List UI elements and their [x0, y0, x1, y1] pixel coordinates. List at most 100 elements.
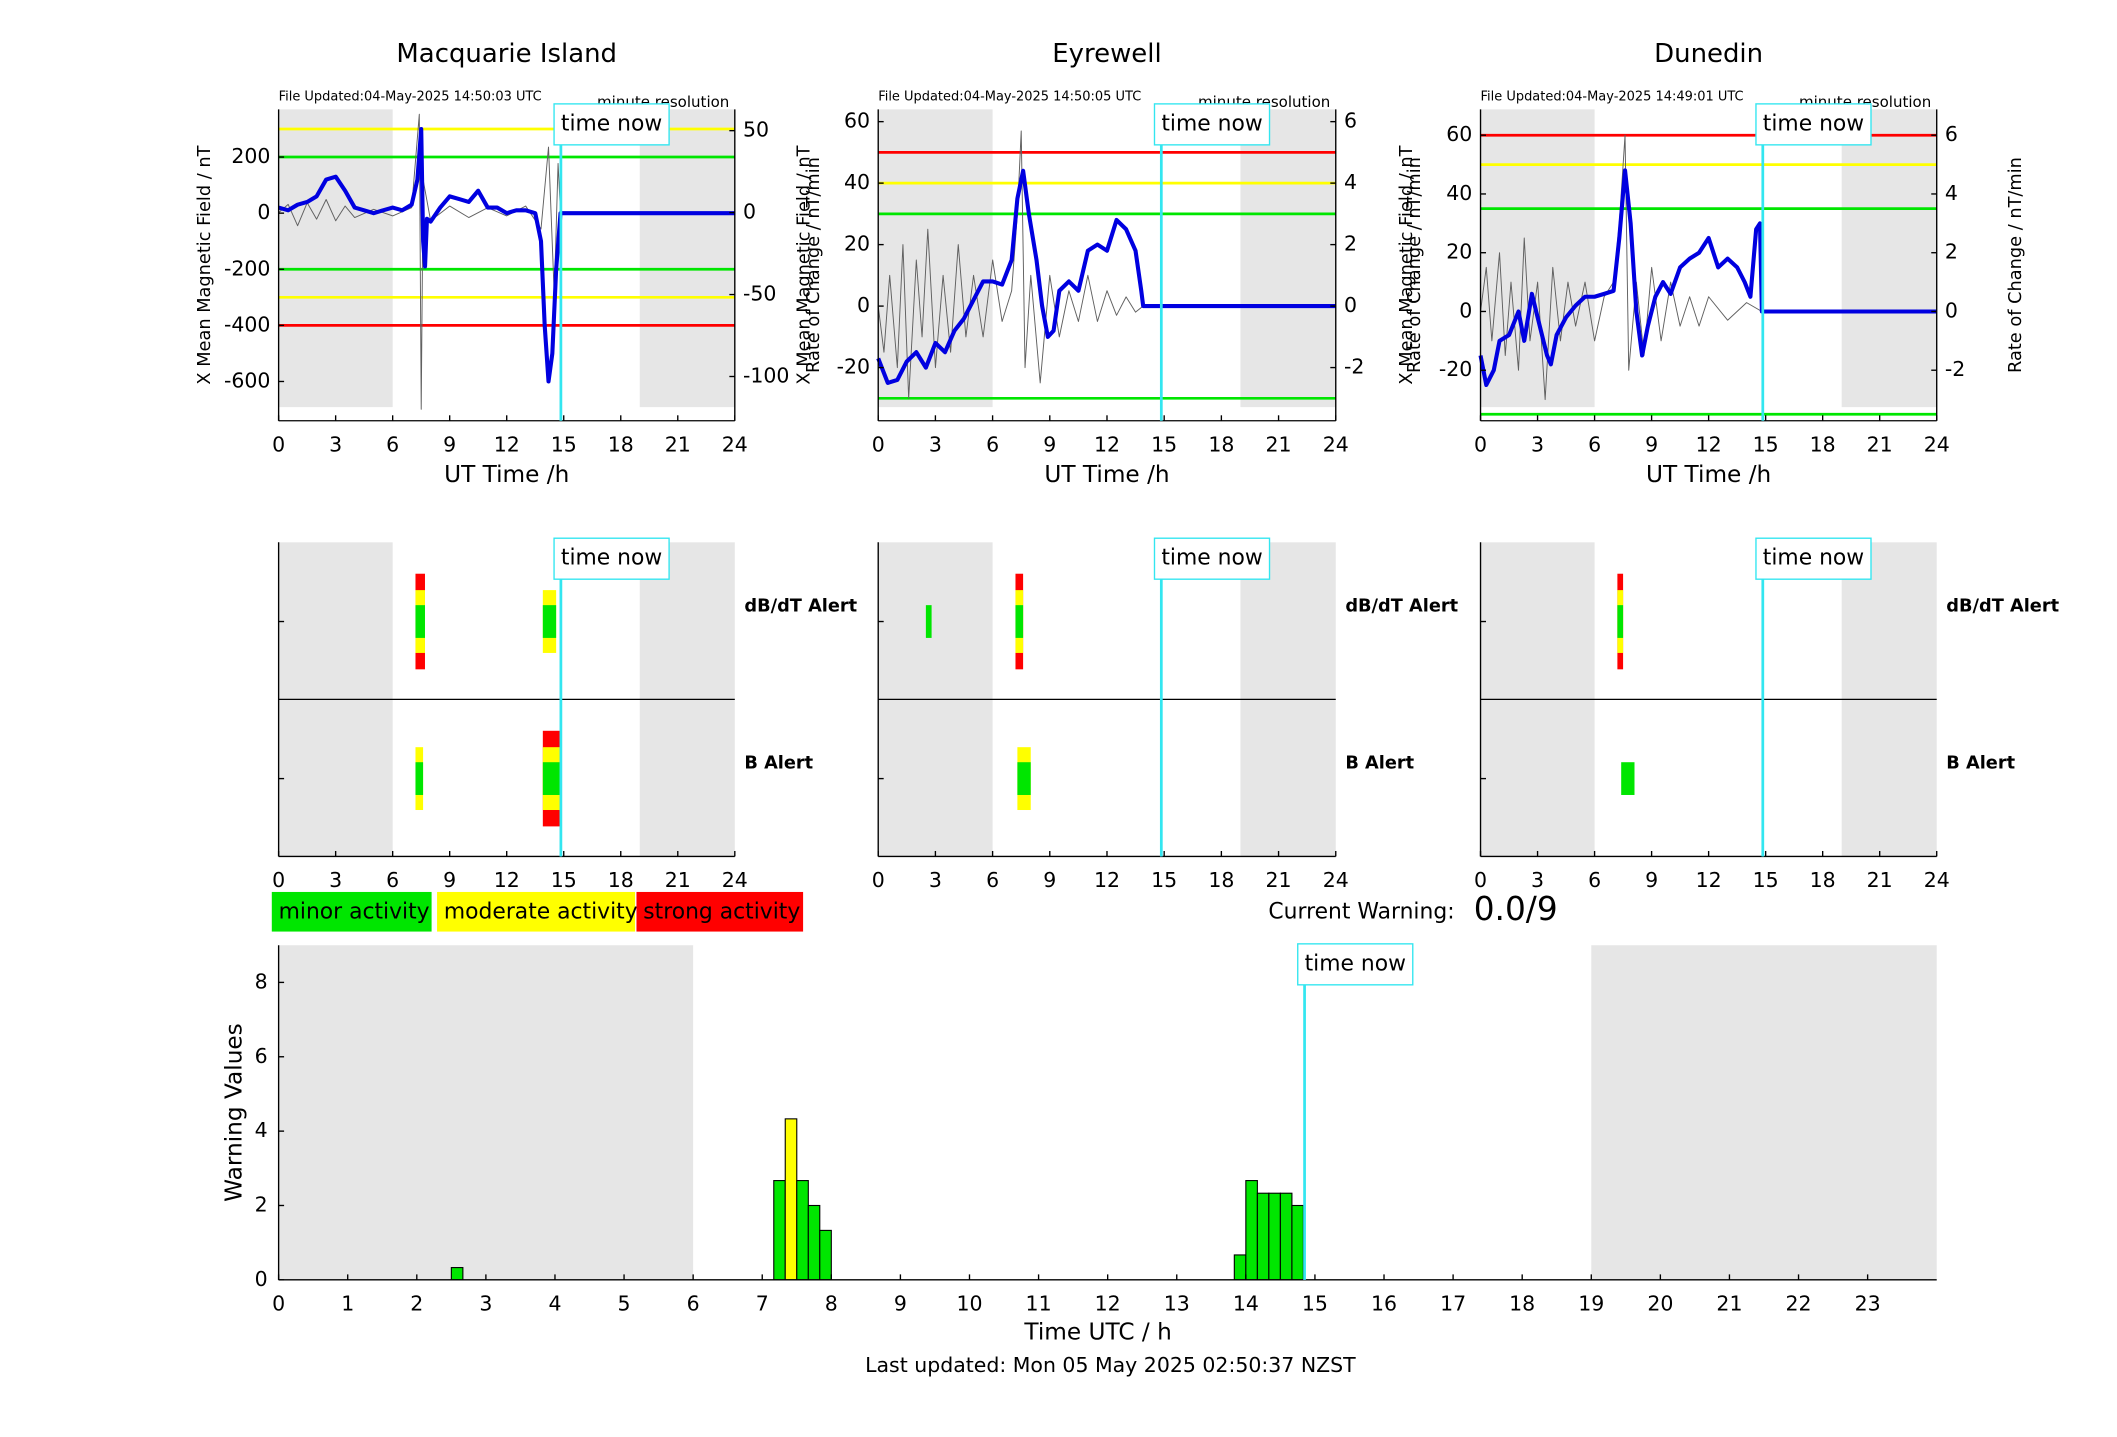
x-tick-label: 13 — [1164, 1291, 1190, 1315]
bar — [796, 1180, 809, 1281]
y-axis-label: X Mean Magnetic Field / nT — [195, 145, 215, 384]
shade-region — [278, 945, 694, 1280]
x-tick-label: 12 — [494, 432, 520, 456]
time-now-label: time now — [1161, 111, 1262, 136]
x-tick-label: 24 — [1924, 432, 1950, 456]
row-label: dB/dT Alert — [1345, 597, 1458, 617]
x-tick-label: 9 — [1645, 868, 1658, 892]
file-updated: File Updated:04-May-2025 14:50:03 UTC — [279, 90, 542, 105]
x-tick-label: 8 — [825, 1291, 838, 1315]
x-tick-label: 22 — [1786, 1291, 1812, 1315]
x-tick-label: 3 — [329, 432, 342, 456]
legend-label: moderate activity — [444, 899, 638, 924]
x-tick-label: 15 — [1753, 432, 1779, 456]
y2-tick-label: 0 — [1344, 293, 1357, 317]
x-tick-label: 0 — [272, 432, 285, 456]
x-tick-label: 21 — [665, 868, 691, 892]
alert-mark — [542, 762, 560, 795]
x-tick-label: 15 — [1151, 868, 1177, 892]
x-tick-label: 15 — [551, 432, 577, 456]
x-tick-label: 5 — [618, 1291, 631, 1315]
legend-label: minor activity — [279, 899, 430, 924]
x-tick-label: 0 — [872, 868, 885, 892]
x-tick-label: 18 — [1810, 868, 1836, 892]
y2-tick-label: 4 — [1945, 181, 1958, 205]
x-tick-label: 12 — [1696, 868, 1722, 892]
x-tick-label: 6 — [1588, 432, 1601, 456]
x-tick-label: 6 — [687, 1291, 700, 1315]
bar — [1291, 1204, 1304, 1281]
x-tick-label: 21 — [1266, 432, 1292, 456]
series-line — [876, 168, 1336, 385]
x-tick-label: 18 — [608, 432, 634, 456]
series-line — [877, 130, 1144, 399]
x-tick-label: 15 — [1302, 1291, 1328, 1315]
x-tick-label: 1 — [341, 1291, 354, 1315]
x-tick-label: 19 — [1578, 1291, 1604, 1315]
time-now-box — [1755, 537, 1872, 580]
y-axis-label: X Mean Magnetic Field / nT — [794, 145, 814, 384]
legend-swatch — [271, 891, 432, 932]
x-axis-label: Time UTC / h — [1023, 1319, 1171, 1346]
x-tick-label: 9 — [894, 1291, 907, 1315]
time-now-box — [553, 103, 670, 146]
x-tick-label: 15 — [551, 868, 577, 892]
alert-mark — [1617, 605, 1624, 638]
bar — [1245, 1180, 1258, 1281]
time-now-box — [1755, 103, 1872, 146]
footer: Last updated: Mon 05 May 2025 02:50:37 N… — [865, 1353, 1356, 1377]
time-now-label: time now — [1763, 111, 1864, 136]
x-tick-label: 3 — [929, 432, 942, 456]
time-now-box — [1297, 943, 1414, 986]
x-tick-label: 18 — [1208, 868, 1234, 892]
time-now-box — [1153, 103, 1271, 146]
x-tick-label: 18 — [1208, 432, 1234, 456]
bar — [807, 1204, 821, 1281]
time-now-label: time now — [561, 546, 662, 571]
bar — [1233, 1254, 1247, 1281]
x-tick-label: 21 — [665, 432, 691, 456]
x-tick-label: 21 — [1867, 432, 1893, 456]
x-axis-label: UT Time /h — [444, 461, 569, 488]
x-tick-label: 12 — [1094, 868, 1120, 892]
y-tick-label: 40 — [1446, 181, 1472, 205]
y2-tick-label: 6 — [1945, 122, 1958, 146]
x-tick-label: 23 — [1855, 1291, 1881, 1315]
x-tick-label: 21 — [1716, 1291, 1742, 1315]
y-tick-label: -600 — [224, 368, 270, 392]
y2-tick-label: 0 — [1945, 298, 1958, 322]
x-tick-label: 3 — [929, 868, 942, 892]
row-label: B Alert — [744, 754, 813, 774]
y-axis-label: X Mean Magnetic Field / nT — [1397, 145, 1417, 384]
y-tick-label: -400 — [224, 312, 270, 336]
x-tick-label: 0 — [1474, 868, 1487, 892]
x-axis-label: UT Time /h — [1646, 461, 1771, 488]
x-tick-label: 24 — [722, 868, 748, 892]
file-updated: File Updated:04-May-2025 14:49:01 UTC — [1481, 90, 1744, 105]
series-line — [1478, 168, 1937, 388]
x-tick-label: 2 — [410, 1291, 423, 1315]
time-now-box — [553, 537, 670, 580]
x-tick-label: 24 — [1924, 868, 1950, 892]
x-tick-label: 17 — [1440, 1291, 1466, 1315]
shade-region — [1240, 109, 1336, 408]
x-tick-label: 21 — [1266, 868, 1292, 892]
x-tick-label: 0 — [272, 1291, 285, 1315]
y2-tick-label: -2 — [1945, 357, 1965, 381]
shade-region — [278, 109, 393, 408]
bar — [450, 1267, 464, 1281]
row-label: B Alert — [1946, 754, 2015, 774]
x-tick-label: 12 — [1095, 1291, 1121, 1315]
x-tick-label: 0 — [872, 432, 885, 456]
x-tick-label: 9 — [1043, 868, 1056, 892]
alert-mark — [415, 605, 425, 638]
file-updated: File Updated:04-May-2025 14:50:05 UTC — [878, 90, 1141, 105]
alert-mark — [542, 605, 557, 638]
x-tick-label: 0 — [272, 868, 285, 892]
y-tick-label: 8 — [255, 969, 268, 993]
x-tick-label: 24 — [722, 432, 748, 456]
x-tick-label: 18 — [1810, 432, 1836, 456]
y-tick-label: -200 — [224, 256, 270, 280]
row-label: dB/dT Alert — [744, 597, 857, 617]
x-tick-label: 0 — [1474, 432, 1487, 456]
